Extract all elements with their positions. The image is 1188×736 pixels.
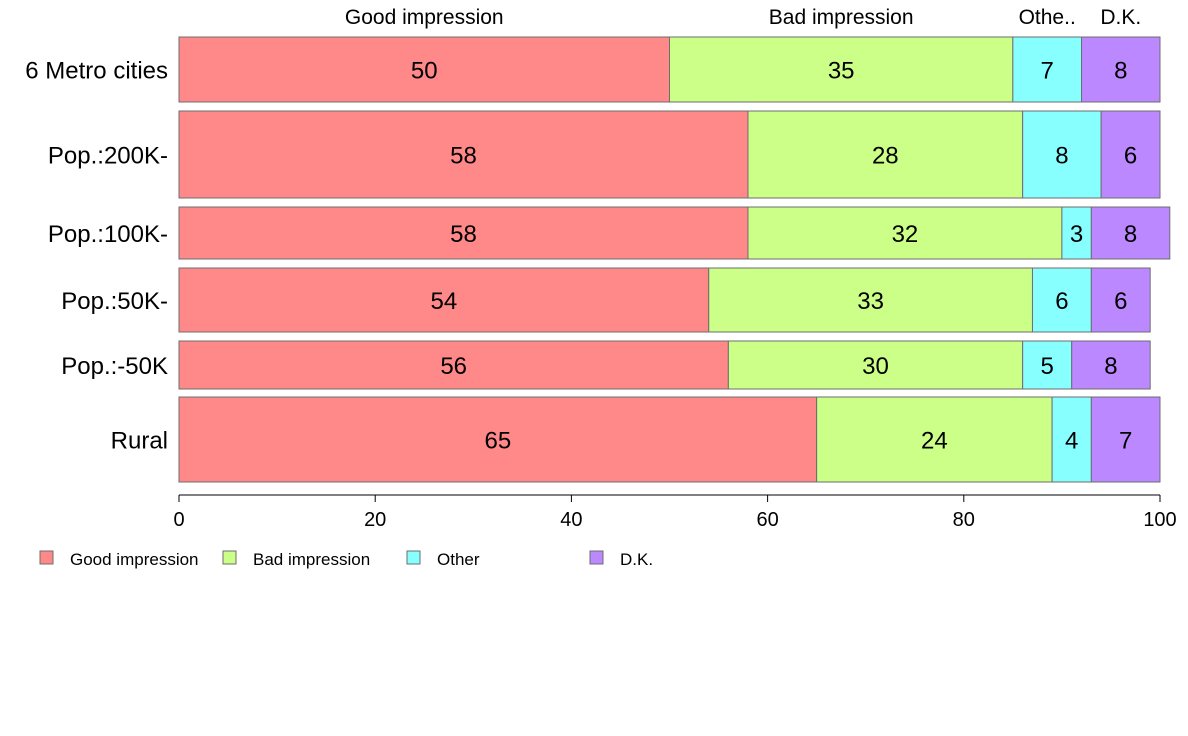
value-label: 6 bbox=[1055, 288, 1068, 315]
bars-group: 50 35 7 858 28 8 658 32 3 854 33 6 656 30 5 865 24 4 7 bbox=[178, 36, 1171, 483]
value-label: 32 bbox=[892, 221, 919, 248]
category-label: Pop.:-50K bbox=[61, 353, 168, 380]
value-label: 58 bbox=[450, 221, 477, 248]
value-label: 54 bbox=[431, 288, 458, 315]
bar-good-impression-row-0 bbox=[178, 36, 670, 103]
category-label: Pop.:200K- bbox=[48, 143, 168, 170]
bar-other-row-0 bbox=[1012, 36, 1083, 103]
bar-good-impression-row-5 bbox=[178, 396, 818, 483]
top-series-label: Good impression bbox=[345, 6, 504, 29]
top-series-label: Bad impression bbox=[769, 6, 914, 29]
bar-other-row-5 bbox=[1051, 396, 1092, 483]
category-labels-group: 6 Metro cities Pop.:200K- Pop.:100K- Pop.:5… bbox=[25, 58, 168, 455]
bar-bad-impression-row-5 bbox=[816, 396, 1053, 483]
bar-good-impression-row-1 bbox=[178, 110, 749, 199]
value-label: 58 bbox=[450, 143, 477, 170]
value-label: 6 bbox=[1124, 143, 1137, 170]
value-label: 3 bbox=[1070, 221, 1083, 248]
bar-other-row-1 bbox=[1022, 110, 1102, 199]
bar-good-impression-row-2 bbox=[178, 206, 749, 260]
value-label: 56 bbox=[440, 353, 467, 380]
legend-swatch bbox=[222, 550, 237, 565]
x-tick-label: 80 bbox=[953, 509, 975, 531]
top-labels-group: Good impression Bad impression Othe.. D.K. bbox=[345, 6, 1141, 29]
x-tick-label: 60 bbox=[756, 509, 778, 531]
legend-label: Bad impression bbox=[253, 550, 370, 569]
top-series-label: Othe.. bbox=[1019, 6, 1076, 29]
bar-d-k--row-2 bbox=[1090, 206, 1171, 260]
value-label: 7 bbox=[1119, 428, 1132, 455]
value-label: 30 bbox=[862, 353, 889, 380]
category-label: Rural bbox=[111, 428, 168, 455]
legend-swatch bbox=[406, 550, 421, 565]
value-label: 65 bbox=[484, 428, 511, 455]
legend-label: Good impression bbox=[70, 550, 199, 569]
legend-swatch bbox=[589, 550, 604, 565]
bar-good-impression-row-3 bbox=[178, 267, 710, 333]
value-label: 8 bbox=[1114, 58, 1127, 85]
bar-d-k--row-1 bbox=[1100, 110, 1161, 199]
x-axis: 0 20 40 60 80 100 bbox=[173, 494, 1177, 531]
value-label: 50 bbox=[411, 58, 438, 85]
category-label: Pop.:50K- bbox=[61, 288, 168, 315]
bar-d-k--row-5 bbox=[1090, 396, 1161, 483]
x-tick-label: 40 bbox=[560, 509, 582, 531]
x-tick-label: 100 bbox=[1143, 509, 1176, 531]
legend-label: D.K. bbox=[620, 550, 653, 569]
bar-bad-impression-row-1 bbox=[747, 110, 1024, 199]
legend-swatch bbox=[39, 550, 54, 565]
bar-bad-impression-row-3 bbox=[708, 267, 1033, 333]
bar-good-impression-row-4 bbox=[178, 340, 729, 390]
bar-d-k--row-4 bbox=[1071, 340, 1151, 390]
value-label: 7 bbox=[1041, 58, 1054, 85]
x-tick-label: 0 bbox=[173, 509, 184, 531]
value-label: 33 bbox=[857, 288, 884, 315]
bar-bad-impression-row-0 bbox=[669, 36, 1014, 103]
value-label: 8 bbox=[1124, 221, 1137, 248]
category-label: 6 Metro cities bbox=[25, 58, 168, 85]
value-label: 28 bbox=[872, 143, 899, 170]
x-tick-label: 20 bbox=[364, 509, 386, 531]
value-label: 24 bbox=[921, 428, 948, 455]
value-label: 6 bbox=[1114, 288, 1127, 315]
value-label: 5 bbox=[1041, 353, 1054, 380]
legend: Good impression Bad impression Other D.K. bbox=[39, 550, 653, 569]
legend-label: Other bbox=[437, 550, 480, 569]
value-label: 8 bbox=[1055, 143, 1068, 170]
bar-other-row-4 bbox=[1022, 340, 1073, 390]
bar-bad-impression-row-2 bbox=[747, 206, 1063, 260]
category-label: Pop.:100K- bbox=[48, 221, 168, 248]
top-series-label: D.K. bbox=[1100, 6, 1141, 29]
bar-d-k--row-3 bbox=[1090, 267, 1151, 333]
value-label: 4 bbox=[1065, 428, 1078, 455]
value-label: 8 bbox=[1104, 353, 1117, 380]
bar-bad-impression-row-4 bbox=[727, 340, 1024, 390]
value-label: 35 bbox=[828, 58, 855, 85]
bar-d-k--row-0 bbox=[1081, 36, 1161, 103]
